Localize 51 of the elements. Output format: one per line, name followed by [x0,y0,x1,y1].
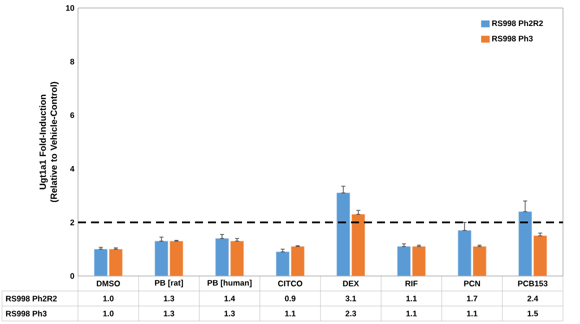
x-tick-label: DMSO [96,280,120,286]
y-tick-label: 8 [70,58,74,64]
data-label: 1.7 [467,296,478,302]
bar [170,240,184,276]
legend-label: RS998 Ph3 [492,36,533,42]
bar [230,240,244,276]
text: RS998 Ph2R2 [6,296,57,302]
data-label: 1.3 [164,296,174,302]
x-tick-label: PCB153 [518,280,548,286]
bar [412,246,426,276]
bar [533,236,547,276]
data-label: 1.1 [467,310,478,316]
y-tick-label: 10 [66,5,74,11]
data-label: 1.1 [406,310,417,316]
data-label: 1.0 [103,310,114,316]
y-axis-title: Ugt1a1 Fold-Induction (Relative to Vehicle-Control) [39,82,59,202]
bar [458,230,472,276]
data-label: 1.3 [224,310,235,316]
data-label: 1.3 [164,310,174,316]
bar [276,252,290,276]
bar [154,240,168,276]
data-label: 0.9 [284,296,296,302]
text: RS998 Ph3 [6,310,47,316]
y-tick-label: 4 [70,166,74,172]
x-tick-label: PB [rat] [155,280,183,288]
bar [397,246,411,276]
data-label: 2.4 [527,296,538,302]
x-tick-label: DEX [343,280,359,286]
x-tick-label: PB [human] [208,280,252,288]
data-label: 1.1 [406,296,417,302]
bar [336,192,350,276]
y-tick-label: 6 [70,112,74,118]
bar [109,249,123,276]
bar [472,246,486,276]
data-label: 1.1 [285,310,296,316]
bar [94,249,108,276]
data-label: 1.5 [528,310,538,316]
bar [215,238,229,276]
bar [290,246,304,276]
y-tick-label: 2 [70,220,74,226]
data-label: 1.4 [224,296,236,302]
bar [352,214,366,276]
legend-label: RS998 Ph2R2 [492,20,543,26]
x-tick-label: RIF [406,280,418,286]
data-label: 1.0 [103,296,114,302]
y-tick-label: 0 [70,273,74,279]
data-label: 2.3 [346,310,356,316]
x-tick-label: PCN [464,280,480,286]
data-label: 3.1 [345,296,356,302]
x-tick-label: CITCO [278,280,302,286]
bar [518,211,532,276]
